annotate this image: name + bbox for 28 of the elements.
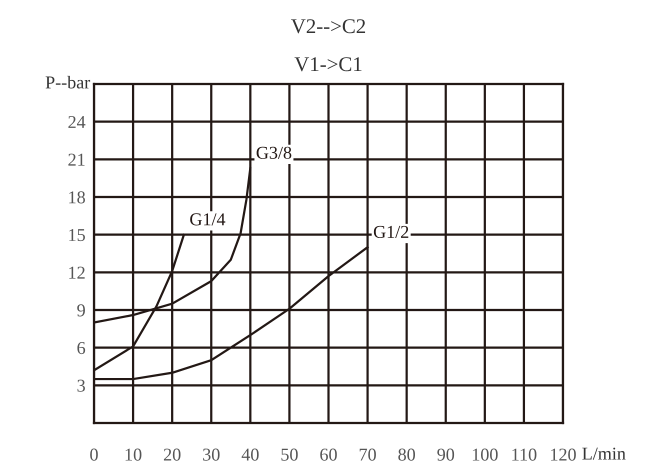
x-tick-label: 30 <box>203 448 220 461</box>
x-tick-label: 40 <box>242 448 259 461</box>
series-label: G3/8 <box>256 146 292 159</box>
x-tick-label: 70 <box>360 448 376 461</box>
x-axis-title: L/min <box>582 448 626 460</box>
y-tick-label: 9 <box>77 304 85 316</box>
x-tick-label: 50 <box>281 448 298 461</box>
x-tick-label: 0 <box>90 448 98 461</box>
y-tick-label: 3 <box>78 380 85 392</box>
x-tick-label: 10 <box>126 448 142 461</box>
x-tick-label: 90 <box>437 448 454 461</box>
series-label: G1/4 <box>190 213 226 226</box>
chart-title: V2-->C2 <box>291 19 366 34</box>
y-axis-title: P--bar <box>46 76 90 89</box>
x-tick-label: 20 <box>164 448 181 461</box>
y-tick-label: 18 <box>69 191 85 204</box>
y-tick-label: 24 <box>68 116 86 128</box>
chart-subtitle: V1->C1 <box>294 57 362 72</box>
y-tick-label: 12 <box>69 266 85 279</box>
x-tick-label: 80 <box>398 448 416 461</box>
y-tick-label: 21 <box>68 154 85 166</box>
y-tick-label: 15 <box>69 229 85 242</box>
x-tick-label: 120 <box>551 448 576 461</box>
x-tick-label: 110 <box>512 448 536 461</box>
y-tick-label: 6 <box>77 342 86 354</box>
x-tick-label: 100 <box>472 448 498 461</box>
x-tick-label: 60 <box>320 448 337 461</box>
series-label: G1/2 <box>374 226 408 238</box>
